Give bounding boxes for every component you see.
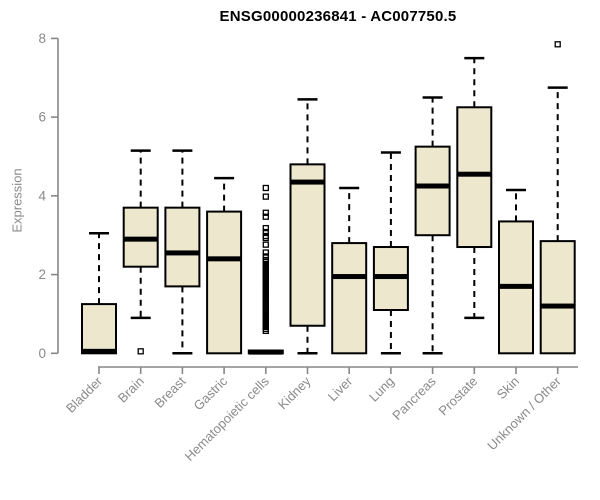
median-bladder — [82, 348, 116, 354]
y-tick-label-2: 2 — [38, 267, 46, 282]
box-liver — [331, 242, 368, 355]
y-tick-label-8: 8 — [38, 31, 46, 46]
box-kidney — [289, 163, 326, 327]
x-tick-label-brain: Brain — [115, 374, 147, 406]
x-tick-label-kidney: Kidney — [275, 373, 314, 412]
outlier-hematopoietic-cells-5 — [262, 228, 269, 236]
outlier-hematopoietic-cells-9 — [262, 249, 269, 256]
outlier-hematopoietic-cells-4 — [262, 224, 269, 232]
y-tick-label-6: 6 — [38, 110, 46, 125]
outlier-hematopoietic-cells-8 — [262, 241, 269, 248]
x-tick-label-bladder: Bladder — [63, 373, 106, 416]
x-tick-label-unknown-other: Unknown / Other — [484, 373, 564, 453]
outlier-hematopoietic-cells-7 — [262, 234, 269, 242]
box-pancreas — [414, 145, 451, 237]
x-tick-label-skin: Skin — [494, 374, 522, 402]
y-tick-label-0: 0 — [38, 346, 46, 361]
median-liver — [332, 274, 367, 280]
outlier-unknown-other-0 — [554, 41, 561, 48]
median-prostate — [457, 171, 492, 177]
y-tick-label-4: 4 — [38, 188, 46, 203]
chart-title: ENSG00000236841 - AC007750.5 — [219, 8, 457, 25]
box-breast — [164, 206, 201, 288]
median-brain — [123, 236, 158, 242]
median-pancreas — [415, 183, 450, 189]
outlier-hematopoietic-cells-3 — [262, 213, 269, 220]
median-unknown-other — [540, 303, 575, 309]
x-tick-label-lung: Lung — [366, 374, 397, 405]
median-gastric — [207, 256, 242, 262]
outlier-hematopoietic-cells-47 — [262, 327, 269, 335]
outlier-hematopoietic-cells-2 — [262, 209, 269, 216]
median-breast — [165, 250, 200, 256]
outlier-hematopoietic-cells-0 — [262, 184, 269, 192]
box-unknown-other — [539, 240, 576, 355]
median-kidney — [290, 179, 325, 185]
box-bladder — [81, 303, 117, 355]
median-lung — [373, 274, 408, 280]
x-tick-label-gastric: Gastric — [191, 373, 231, 413]
x-tick-label-breast: Breast — [151, 373, 188, 410]
outlier-brain-0 — [137, 348, 144, 355]
box-prostate — [456, 106, 493, 249]
x-tick-label-prostate: Prostate — [436, 374, 481, 419]
outlier-hematopoietic-cells-1 — [262, 193, 269, 200]
box-gastric — [206, 210, 243, 355]
x-tick-label-liver: Liver — [325, 373, 356, 404]
median-hematopoietic-cells — [248, 349, 283, 355]
x-tick-label-pancreas: Pancreas — [389, 373, 439, 423]
median-skin — [499, 283, 533, 289]
